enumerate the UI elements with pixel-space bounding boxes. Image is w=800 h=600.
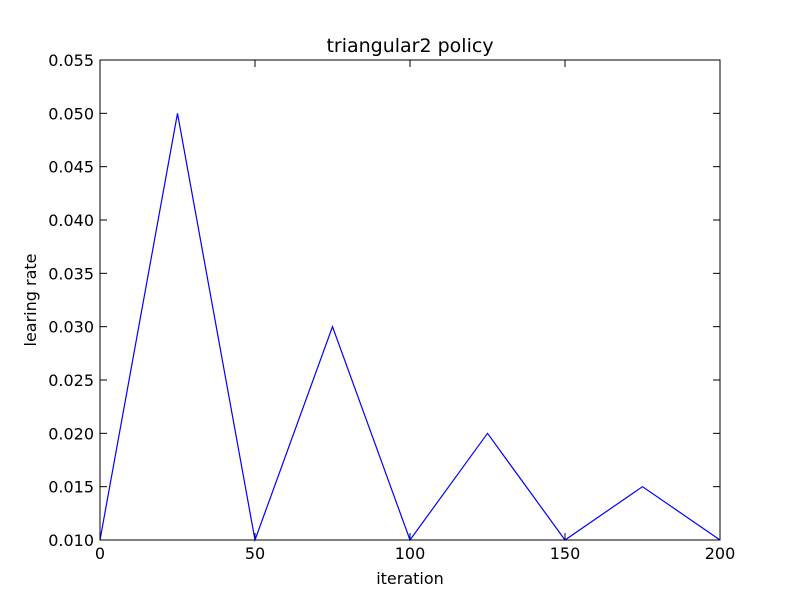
y-tick-label: 0.030	[48, 318, 94, 337]
y-tick-label: 0.050	[48, 104, 94, 123]
y-tick-label: 0.055	[48, 51, 94, 70]
plot-area-frame	[99, 59, 721, 541]
x-tick-label: 0	[95, 544, 105, 563]
x-tick-label: 150	[550, 544, 581, 563]
x-tick-label: 100	[395, 544, 426, 563]
y-tick-label: 0.040	[48, 211, 94, 230]
ticks-layer: 0 50 100 150 200 0.010 0.015 0.020 0.025 0.030 0.0…	[48, 51, 735, 563]
y-axis-label: learing rate	[21, 254, 40, 347]
y-tick-label: 0.015	[48, 478, 94, 497]
y-tick-label: 0.010	[48, 531, 94, 550]
y-tick-label: 0.025	[48, 371, 94, 390]
x-tick-label: 50	[245, 544, 265, 563]
y-tick-label: 0.035	[48, 264, 94, 283]
x-axis-label: iteration	[376, 569, 444, 588]
y-tick-label: 0.020	[48, 424, 94, 443]
x-tick-label: 200	[705, 544, 736, 563]
y-tick-label: 0.045	[48, 158, 94, 177]
chart-title: triangular2 policy	[326, 35, 493, 57]
